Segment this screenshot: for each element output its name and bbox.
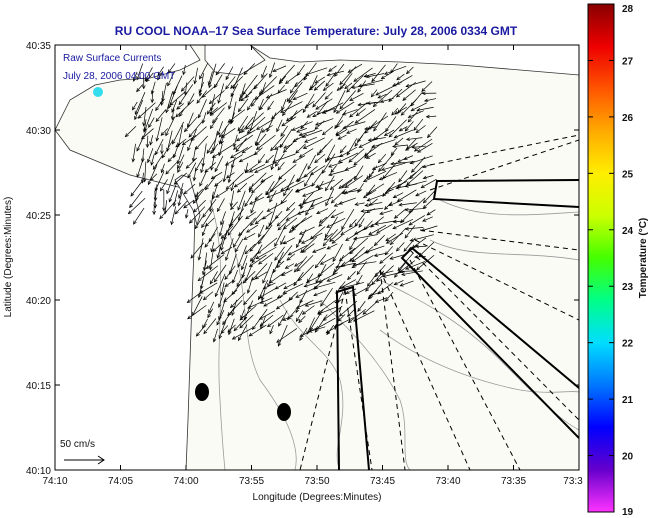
colorbar-tick-label: 26: [622, 113, 634, 124]
y-tick-label: 40:15: [26, 381, 51, 392]
colorbar-tick-label: 25: [622, 169, 634, 180]
scale-label: 50 cm/s: [60, 439, 95, 450]
sst-cold-spot: [93, 87, 103, 97]
current-arrows: [124, 62, 438, 347]
x-tick-label: 73:55: [239, 476, 264, 487]
scale-arrow: [64, 455, 105, 465]
x-tick-label: 73:50: [304, 476, 329, 487]
x-tick-label: 73:3: [563, 476, 583, 487]
staten-brooklyn-land: [204, 45, 266, 76]
colorbar-tick-label: 22: [622, 339, 634, 350]
x-tick-label: 73:40: [435, 476, 460, 487]
new-jersey-land: [55, 45, 201, 131]
map-title: RU COOL NOAA–17 Sea Surface Temperature:…: [115, 24, 518, 38]
legend-line-2: July 28, 2006 04:00 GMT: [63, 71, 175, 82]
radial-lines: [299, 134, 579, 470]
colorbar-tick-label: 28: [622, 4, 634, 15]
y-tick-label: 40:10: [26, 466, 51, 477]
x-tick-label: 74:10: [42, 476, 67, 487]
colorbar-gradient: [587, 3, 615, 513]
y-axis-label: Latitude (Degrees:Minutes): [3, 197, 14, 318]
y-tick-label: 40:30: [26, 126, 51, 137]
station-marker-west: [195, 383, 209, 401]
colorbar-ticks: 28 27 26 25 24 23 22 21 20 19: [588, 3, 634, 518]
x-tick-label: 74:05: [108, 476, 133, 487]
station-marker-east: [277, 403, 291, 421]
x-tick-label: 73:35: [501, 476, 526, 487]
colorbar-tick-label: 27: [622, 56, 634, 67]
y-tick-label: 40:25: [26, 211, 51, 222]
colorbar-tick-label: 19: [622, 507, 634, 518]
x-tick-label: 74:00: [173, 476, 198, 487]
x-axis-label: Longitude (Degrees:Minutes): [253, 492, 382, 503]
long-island-land: [249, 45, 579, 76]
colorbar-tick-label: 20: [622, 452, 634, 463]
colorbar-tick-label: 23: [622, 282, 634, 293]
legend-line-1: Raw Surface Currents: [63, 53, 161, 64]
y-axis-ticks: 40:35 40:30 40:25 40:20 40:15 40:10: [26, 41, 579, 477]
colorbar-tick-label: 24: [622, 226, 634, 237]
colorbar-label: Temperature (°C): [638, 218, 649, 299]
colorbar-tick-label: 21: [622, 395, 634, 406]
colorbar: 28 27 26 25 24 23 22 21 20 19 Temperature (°C): [587, 3, 649, 518]
y-tick-label: 40:35: [26, 41, 51, 52]
y-tick-label: 40:20: [26, 296, 51, 307]
x-axis-ticks: 74:10 74:05 74:00 73:55 73:50 73:45 73:40 73:35…: [42, 45, 583, 487]
plot-area: [55, 45, 579, 470]
x-tick-label: 73:45: [370, 476, 395, 487]
monmouth-coast-land: [55, 129, 196, 470]
